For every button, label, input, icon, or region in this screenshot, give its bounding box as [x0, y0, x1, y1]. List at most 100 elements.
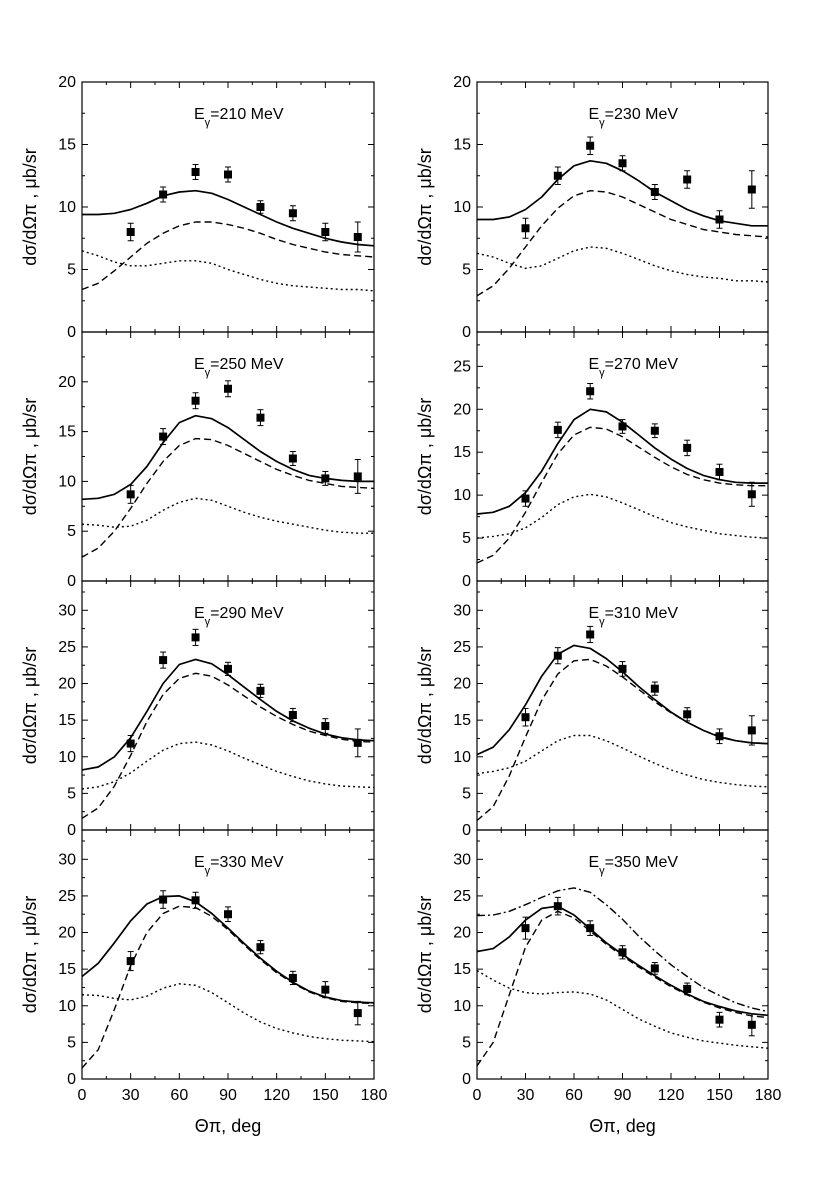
y-axis-title: dσ/dΩπ , μb/sr — [415, 896, 435, 1013]
data-point — [553, 651, 562, 660]
y-tick-label: 30 — [58, 851, 76, 868]
y-tick-label: 25 — [58, 888, 76, 905]
y-tick-label: 25 — [453, 639, 471, 656]
x-tick-label: 150 — [312, 1087, 339, 1104]
x-tick-label: 30 — [517, 1087, 535, 1104]
y-tick-label: 15 — [453, 137, 471, 154]
curve-dotted — [476, 969, 769, 1049]
panel-5: 0 5 10 15 20 25 30 Eγ=290 MeV dσ/dΩπ , μb/sr — [20, 580, 375, 839]
y-tick-label: 0 — [462, 573, 471, 590]
data-point — [321, 228, 330, 236]
data-point — [618, 159, 627, 168]
data-point — [715, 1015, 724, 1024]
y-tick-label: 5 — [462, 262, 471, 279]
data-point — [224, 170, 232, 179]
data-point — [353, 1009, 362, 1018]
data-point — [650, 188, 659, 196]
panel-1: 0 5 10 15 20 Eγ=210 MeV dσ/dΩπ , μb/sr — [20, 74, 375, 341]
x-axis-title: Θπ, deg — [589, 1116, 655, 1136]
y-tick-label: 0 — [67, 324, 76, 341]
curve-dotted — [476, 246, 769, 283]
curve-dotted — [476, 493, 769, 539]
data-point — [191, 896, 200, 905]
curve-solid — [81, 414, 374, 501]
x-tick-label: 60 — [170, 1087, 188, 1104]
y-tick-label: 15 — [58, 961, 76, 978]
x-tick-label: 180 — [361, 1087, 388, 1104]
x-tick-label: 90 — [614, 1087, 632, 1104]
curve-dashed — [81, 905, 375, 1069]
energy-label: Eγ=250 MeV — [194, 356, 284, 379]
data-point — [321, 722, 330, 731]
data-point — [586, 630, 595, 639]
y-tick-label: 15 — [58, 424, 76, 441]
curve-solid — [81, 658, 375, 771]
curve-dotted — [81, 250, 375, 292]
data-point — [288, 711, 297, 720]
data-point — [224, 384, 232, 393]
y-axis-title: dσ/dΩπ , μb/sr — [415, 398, 435, 515]
data-point — [618, 664, 627, 673]
data-point — [126, 228, 135, 236]
data-point — [521, 494, 530, 503]
y-tick-label: 5 — [462, 1034, 471, 1051]
data-point — [224, 910, 232, 919]
data-point — [126, 957, 135, 966]
y-tick-label: 10 — [58, 473, 76, 490]
y-tick-label: 20 — [58, 74, 76, 91]
y-tick-label: 10 — [58, 749, 76, 766]
data-point — [553, 425, 562, 434]
data-point — [256, 203, 265, 211]
energy-label: Eγ=230 MeV — [589, 106, 679, 129]
y-tick-label: 0 — [67, 1071, 76, 1088]
x-tick-label: 150 — [706, 1087, 733, 1104]
y-tick-label: 5 — [67, 785, 76, 802]
y-tick-label: 0 — [67, 573, 76, 590]
y-tick-label: 15 — [58, 712, 76, 729]
data-point — [521, 224, 530, 233]
y-tick-label: 20 — [453, 401, 471, 418]
y-tick-label: 10 — [453, 749, 471, 766]
curve-dashed — [476, 426, 768, 564]
y-tick-label: 0 — [462, 822, 471, 839]
curve-dashed — [476, 190, 769, 297]
y-tick-label: 0 — [462, 1071, 471, 1088]
y-tick-label: 10 — [58, 998, 76, 1015]
curve-dash-dot — [476, 887, 769, 1013]
y-tick-label: 25 — [58, 639, 76, 656]
x-tick-label: 30 — [122, 1087, 140, 1104]
data-point — [715, 467, 724, 476]
y-tick-label: 10 — [453, 998, 471, 1015]
data-point — [586, 387, 595, 396]
x-tick-label: 60 — [565, 1087, 583, 1104]
curve-dotted — [476, 734, 769, 788]
data-point — [288, 973, 297, 982]
data-point — [191, 168, 200, 176]
y-tick-label: 25 — [453, 888, 471, 905]
data-point — [747, 726, 756, 735]
data-point — [683, 710, 692, 719]
y-tick-label: 15 — [453, 961, 471, 978]
data-point — [321, 985, 330, 994]
data-point — [159, 895, 168, 904]
panel-6: 0 5 10 15 20 25 30 Eγ=310 MeV dσ/dΩπ , μb/sr — [415, 580, 769, 839]
data-point — [224, 664, 232, 673]
data-point — [159, 656, 168, 665]
x-tick-label: 0 — [473, 1087, 482, 1104]
data-point — [353, 233, 362, 241]
data-point — [650, 684, 659, 693]
energy-label: Eγ=210 MeV — [194, 106, 284, 129]
data-point — [618, 422, 627, 431]
y-tick-label: 5 — [67, 1034, 76, 1051]
x-tick-label: 90 — [219, 1087, 237, 1104]
energy-label: Eγ=310 MeV — [589, 605, 679, 628]
y-tick-label: 5 — [67, 262, 76, 279]
y-tick-label: 0 — [67, 822, 76, 839]
data-point — [521, 713, 530, 722]
energy-label: Eγ=330 MeV — [194, 854, 284, 877]
y-tick-label: 15 — [58, 137, 76, 154]
y-axis-title: dσ/dΩπ , μb/sr — [20, 647, 40, 764]
panel-8: 0 5 10 15 20 25 30 0 30 60 90 120 150 180 Eγ=350 MeV dσ… — [415, 829, 781, 1136]
data-point — [353, 472, 362, 481]
panel-7: 0 5 10 15 20 25 30 0 30 60 90 120 150 180 Eγ=330 MeV dσ… — [20, 829, 388, 1136]
